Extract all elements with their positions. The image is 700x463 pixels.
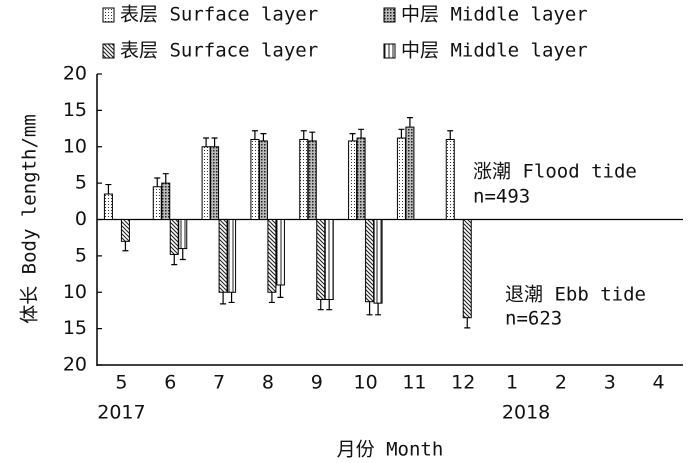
error-bar — [162, 173, 169, 184]
legend-label: 中层 Middle layer — [401, 4, 588, 26]
y-tick-label: 15 — [63, 317, 87, 339]
x-tick-label: 1 — [506, 372, 518, 394]
legend-swatch — [383, 7, 396, 23]
legend-swatch — [102, 7, 115, 23]
error-bar — [268, 292, 275, 304]
error-bar — [203, 137, 210, 147]
legend-label: 表层 Surface layer — [120, 40, 318, 62]
error-bar — [220, 292, 227, 305]
error-bar — [309, 131, 316, 141]
bar — [348, 140, 358, 220]
annotation: 退潮 Ebb tide — [505, 284, 646, 306]
y-tick-label: 0 — [75, 208, 87, 230]
error-bar — [260, 133, 267, 141]
legend-label: 表层 Surface layer — [120, 4, 318, 26]
error-bar — [251, 130, 258, 140]
y-tick-label: 10 — [63, 281, 87, 303]
error-bar — [375, 303, 382, 316]
x-tick-label: 4 — [653, 372, 665, 394]
bar — [356, 137, 366, 221]
bar — [152, 186, 162, 220]
bar — [227, 219, 237, 293]
bar — [120, 219, 130, 242]
bar — [307, 140, 317, 220]
x-tick-label: 2 — [555, 372, 567, 394]
bar — [250, 138, 260, 221]
x-tick-label: 7 — [213, 372, 225, 394]
bar — [396, 137, 406, 221]
error-bar — [464, 317, 471, 329]
bar — [365, 219, 375, 303]
error-bar — [398, 128, 405, 139]
bar — [445, 138, 455, 221]
bar — [462, 219, 472, 319]
error-bar — [228, 292, 235, 304]
bar — [201, 146, 211, 220]
annotation: 涨潮 Flood tide — [473, 161, 637, 183]
x-tick-label: 11 — [402, 372, 426, 394]
bar — [373, 219, 383, 304]
error-bar — [105, 183, 112, 195]
error-bar — [406, 117, 413, 128]
bar — [103, 193, 113, 221]
error-bar — [122, 241, 129, 252]
annotation-n: n=623 — [505, 308, 562, 330]
error-bar — [300, 130, 307, 140]
error-bar — [277, 284, 284, 298]
error-bar — [326, 299, 333, 311]
legend-swatch — [383, 43, 396, 59]
x-tick-label: 9 — [311, 372, 323, 394]
y-tick-label: 20 — [63, 354, 87, 376]
bar — [324, 219, 334, 301]
x-tick-label: 8 — [262, 372, 274, 394]
bar — [316, 219, 326, 301]
error-bar — [171, 254, 178, 266]
bar — [299, 138, 309, 221]
bar — [161, 182, 171, 220]
year-label: 2017 — [97, 402, 145, 424]
error-bar — [447, 130, 454, 140]
x-tick-label: 10 — [353, 372, 377, 394]
x-tick-label: 5 — [115, 372, 127, 394]
y-axis-title: 体长 Body length/mm — [19, 114, 41, 324]
error-bar — [211, 137, 218, 147]
bar — [258, 140, 268, 220]
y-tick-label: 20 — [63, 63, 87, 85]
error-bar — [154, 177, 161, 187]
bar — [210, 146, 220, 220]
bar — [169, 219, 179, 255]
bar — [275, 219, 285, 286]
bar — [218, 219, 228, 293]
legend-swatch — [102, 43, 115, 59]
y-tick-label: 5 — [75, 244, 87, 266]
error-bar — [349, 133, 356, 141]
error-bar — [358, 128, 365, 139]
x-tick-label: 3 — [604, 372, 616, 394]
year-label: 2018 — [502, 402, 550, 424]
error-bar — [317, 299, 324, 311]
y-tick-label: 15 — [63, 99, 87, 121]
bar — [405, 126, 415, 220]
error-bar — [179, 248, 186, 261]
y-tick-label: 10 — [63, 135, 87, 157]
bar — [178, 219, 188, 250]
legend-label: 中层 Middle layer — [401, 40, 588, 62]
x-tick-label: 12 — [451, 372, 475, 394]
annotation-n: n=493 — [473, 186, 530, 208]
x-axis-title: 月份 Month — [337, 439, 444, 461]
bar — [267, 219, 277, 293]
x-tick-label: 6 — [164, 372, 176, 394]
error-bar — [366, 301, 373, 316]
y-tick-label: 5 — [75, 172, 87, 194]
